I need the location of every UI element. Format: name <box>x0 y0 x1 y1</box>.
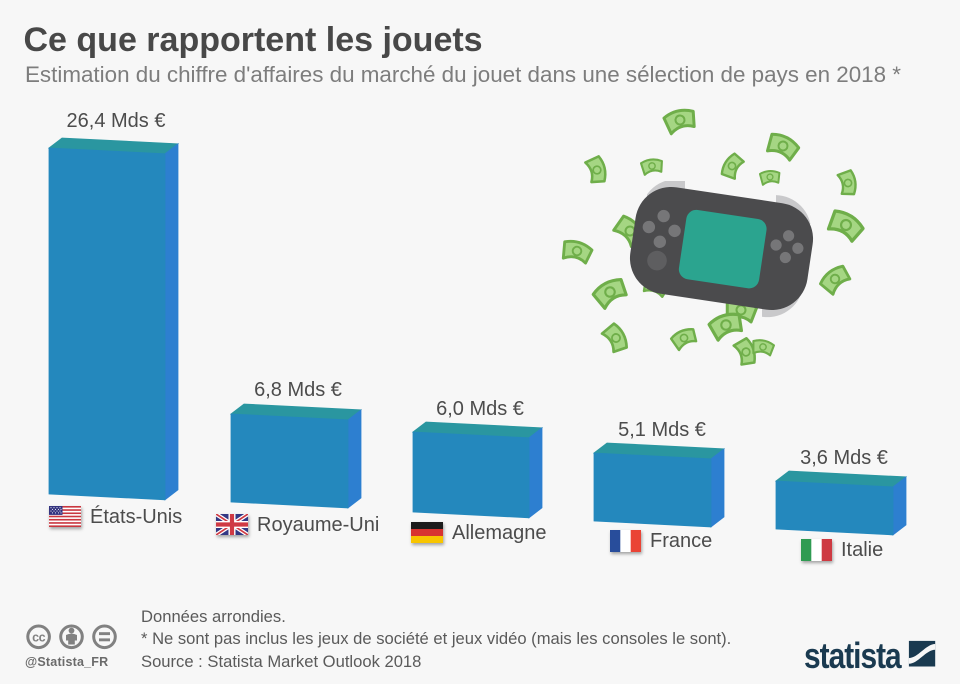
svg-text:cc: cc <box>32 630 45 644</box>
